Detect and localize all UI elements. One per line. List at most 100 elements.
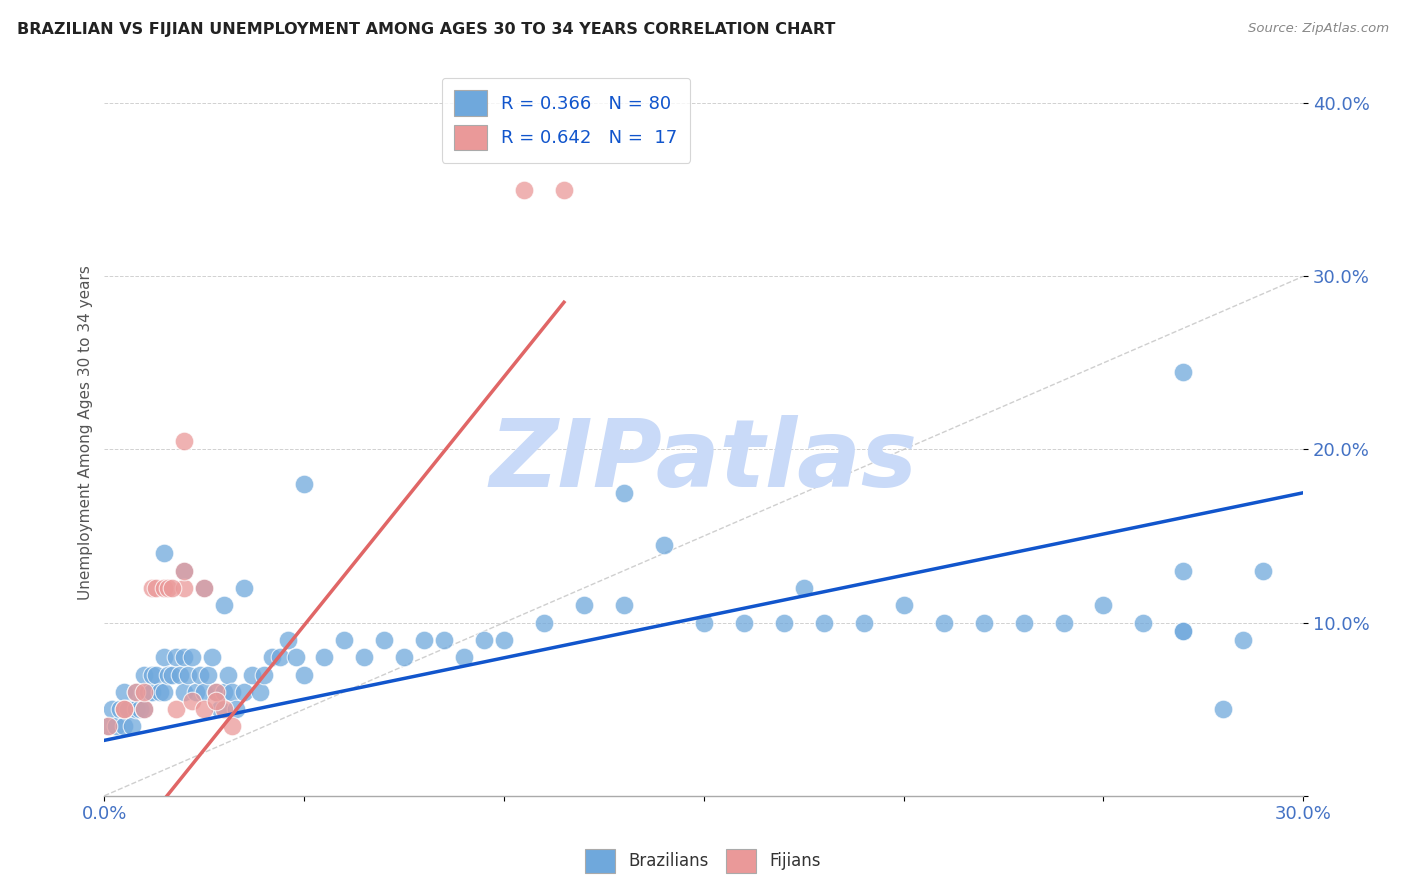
Fijians [513, 183, 536, 197]
Point [214, 599, 236, 613]
Legend: R = 0.366   N = 80, R = 0.642   N =  17: R = 0.366 N = 80, R = 0.642 N = 17 [441, 78, 690, 163]
Point [193, 581, 215, 595]
Brazilians [932, 615, 955, 630]
Brazilians [772, 615, 794, 630]
Brazilians [205, 685, 228, 699]
Brazilians [233, 685, 256, 699]
Brazilians [852, 615, 875, 630]
Brazilians [492, 632, 515, 647]
Text: ZIPatlas: ZIPatlas [489, 416, 918, 508]
Point [233, 581, 256, 595]
Brazilians [392, 650, 415, 665]
Brazilians [121, 719, 143, 733]
Brazilians [693, 615, 716, 630]
Brazilians [1052, 615, 1074, 630]
Brazilians [177, 667, 200, 681]
Brazilians [209, 702, 232, 716]
Brazilians [165, 650, 187, 665]
Fijians [221, 719, 243, 733]
Brazilians [1232, 632, 1254, 647]
Brazilians [262, 650, 284, 665]
Brazilians [353, 650, 375, 665]
Brazilians [973, 615, 995, 630]
Brazilians [269, 650, 291, 665]
Brazilians [285, 650, 308, 665]
Brazilians [240, 667, 263, 681]
Brazilians [97, 719, 120, 733]
Brazilians [153, 650, 176, 665]
Brazilians [193, 685, 215, 699]
Brazilians [1132, 615, 1154, 630]
Text: Source: ZipAtlas.com: Source: ZipAtlas.com [1249, 22, 1389, 36]
Brazilians [1092, 599, 1115, 613]
Brazilians [173, 650, 195, 665]
Brazilians [112, 685, 135, 699]
Brazilians [893, 599, 915, 613]
Brazilians [125, 702, 148, 716]
Point [292, 477, 315, 491]
Brazilians [253, 667, 276, 681]
Brazilians [105, 719, 128, 733]
Brazilians [217, 667, 239, 681]
Brazilians [314, 650, 336, 665]
Brazilians [1173, 564, 1195, 578]
Point [173, 564, 195, 578]
Brazilians [277, 632, 299, 647]
Point [162, 581, 184, 595]
Brazilians [188, 667, 211, 681]
Brazilians [145, 667, 167, 681]
Brazilians [373, 632, 395, 647]
Brazilians [433, 632, 456, 647]
Point [205, 693, 228, 707]
Legend: Brazilians, Fijians: Brazilians, Fijians [579, 842, 827, 880]
Brazilians [117, 702, 139, 716]
Brazilians [134, 702, 156, 716]
Brazilians [112, 719, 135, 733]
Brazilians [138, 685, 160, 699]
Point [173, 434, 195, 448]
Brazilians [1212, 702, 1234, 716]
Brazilians [153, 685, 176, 699]
Brazilians [149, 685, 172, 699]
Fijians [157, 581, 180, 595]
Point [793, 581, 815, 595]
Brazilians [101, 702, 124, 716]
Brazilians [129, 702, 152, 716]
Brazilians [533, 615, 555, 630]
Point [1173, 624, 1195, 639]
Brazilians [1012, 615, 1035, 630]
Brazilians [249, 685, 271, 699]
Point [134, 685, 156, 699]
Point [613, 485, 636, 500]
Point [193, 581, 215, 595]
Fijians [173, 581, 195, 595]
Fijians [112, 702, 135, 716]
Fijians [134, 702, 156, 716]
Y-axis label: Unemployment Among Ages 30 to 34 years: Unemployment Among Ages 30 to 34 years [79, 265, 93, 599]
Point [173, 564, 195, 578]
Brazilians [813, 615, 835, 630]
Brazilians [221, 685, 243, 699]
Brazilians [181, 650, 204, 665]
Brazilians [201, 650, 224, 665]
Brazilians [1173, 624, 1195, 639]
Brazilians [613, 599, 636, 613]
Brazilians [110, 702, 132, 716]
Brazilians [733, 615, 755, 630]
Brazilians [157, 667, 180, 681]
Brazilians [186, 685, 208, 699]
Brazilians [169, 667, 191, 681]
Fijians [214, 702, 236, 716]
Fijians [145, 581, 167, 595]
Fijians [153, 581, 176, 595]
Brazilians [1173, 365, 1195, 379]
Brazilians [292, 667, 315, 681]
Brazilians [214, 685, 236, 699]
Fijians [181, 693, 204, 707]
Brazilians [572, 599, 595, 613]
Brazilians [162, 667, 184, 681]
Fijians [165, 702, 187, 716]
Text: BRAZILIAN VS FIJIAN UNEMPLOYMENT AMONG AGES 30 TO 34 YEARS CORRELATION CHART: BRAZILIAN VS FIJIAN UNEMPLOYMENT AMONG A… [17, 22, 835, 37]
Brazilians [125, 685, 148, 699]
Brazilians [141, 685, 163, 699]
